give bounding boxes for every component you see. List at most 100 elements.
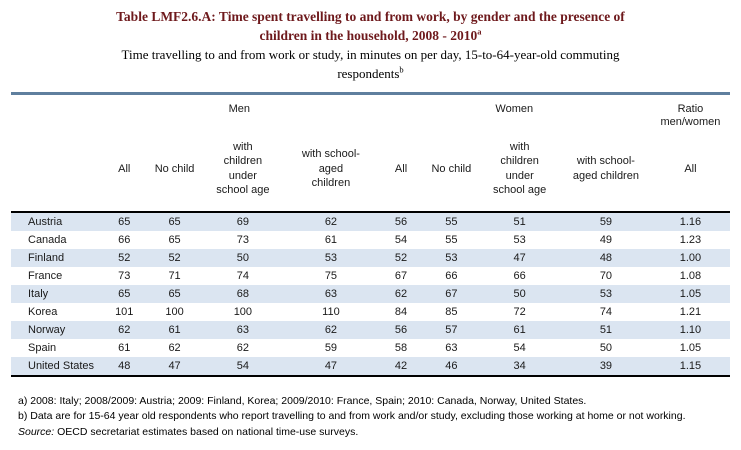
value-cell: 1.21 — [679, 305, 702, 318]
footnote-source: Source: OECD secretariat estimates based… — [18, 425, 731, 441]
value-cell: 1.08 — [679, 269, 702, 282]
value-cell: 65 — [168, 215, 181, 228]
women-school-aged-children-header: with school- aged children — [561, 132, 651, 213]
men-group-header: Men — [228, 102, 250, 115]
subtitle-footnote-marker: b — [399, 64, 404, 75]
footnotes: a) 2008: Italy; 2008/2009: Austria; 2009… — [18, 394, 731, 441]
value-cell: 1.05 — [679, 341, 702, 354]
table-title: Table LMF2.6.A: Time spent travelling to… — [0, 7, 741, 45]
value-cell: 50 — [513, 287, 526, 300]
table-row: France 73 71 74 75 67 66 66 70 1.08 — [11, 267, 730, 285]
table-body: Austria 65 65 69 62 56 55 51 59 1.16 Canada 66 65 73 6… — [11, 211, 730, 376]
ratio-all-header: All — [650, 132, 730, 213]
value-cell: 58 — [394, 341, 408, 354]
table-title-line2: children in the household, 2008 - 2010 — [259, 28, 478, 44]
value-cell: 50 — [599, 341, 613, 354]
country-column-header — [11, 93, 101, 213]
value-cell: 56 — [394, 323, 408, 336]
value-cell: 55 — [445, 215, 458, 228]
value-cell: 62 — [168, 341, 181, 354]
country-cell: Spain — [28, 341, 57, 354]
value-cell: 61 — [513, 323, 526, 336]
source-text: OECD secretariat estimates based on nati… — [54, 426, 359, 439]
group-header-row: Men Women Ratio men/women — [11, 93, 730, 213]
value-cell: 54 — [513, 341, 526, 354]
women-children-under-school-age-header: with children under school age — [478, 132, 561, 213]
value-cell: 62 — [394, 287, 408, 300]
table-row: Korea 101 100 100 110 84 85 72 74 1.21 — [11, 303, 730, 321]
table-row: Finland 52 52 50 53 52 53 47 48 1.00 — [11, 248, 730, 267]
value-cell: 1.15 — [679, 359, 702, 372]
table-subtitle: Time travelling to and from work or stud… — [0, 46, 741, 82]
value-cell: 62 — [118, 323, 131, 336]
value-cell: 48 — [599, 251, 613, 264]
table-title-line1: Table LMF2.6.A: Time spent travelling to… — [116, 9, 625, 24]
value-cell: 34 — [513, 359, 526, 372]
column-header-row: All No child with children under school … — [11, 132, 730, 213]
value-cell: 62 — [324, 215, 338, 228]
value-cell: 55 — [445, 233, 458, 246]
value-cell: 72 — [513, 305, 526, 318]
value-cell: 63 — [445, 341, 458, 354]
value-cell: 66 — [118, 233, 131, 246]
table-row: Austria 65 65 69 62 56 55 51 59 1.16 — [11, 211, 730, 231]
title-footnote-marker: a — [477, 26, 482, 37]
value-cell: 53 — [445, 251, 458, 264]
value-cell: 65 — [168, 287, 181, 300]
value-cell: 51 — [599, 323, 613, 336]
value-cell: 52 — [394, 251, 408, 264]
value-cell: 46 — [445, 359, 458, 372]
value-cell: 73 — [236, 233, 249, 246]
value-cell: 59 — [324, 341, 338, 354]
value-cell: 53 — [599, 287, 613, 300]
value-cell: 61 — [168, 323, 181, 336]
value-cell: 39 — [599, 359, 613, 372]
value-cell: 1.23 — [679, 233, 702, 246]
value-cell: 48 — [118, 359, 131, 372]
value-cell: 100 — [233, 305, 253, 318]
men-all-header: All — [100, 132, 148, 213]
value-cell: 74 — [236, 269, 249, 282]
value-cell: 53 — [324, 251, 338, 264]
value-cell: 47 — [324, 359, 338, 372]
value-cell: 110 — [322, 305, 340, 318]
value-cell: 52 — [168, 251, 181, 264]
ratio-group-header: Ratio men/women — [660, 102, 721, 129]
men-children-under-school-age-header: with children under school age — [201, 132, 285, 213]
country-cell: Canada — [28, 233, 67, 246]
value-cell: 47 — [168, 359, 181, 372]
value-cell: 65 — [168, 233, 181, 246]
value-cell: 1.00 — [679, 251, 702, 264]
value-cell: 67 — [445, 287, 458, 300]
country-cell: Korea — [28, 305, 58, 318]
value-cell: 54 — [236, 359, 249, 372]
value-cell: 66 — [445, 269, 458, 282]
footnote-b: b) Data are for 15-64 year old responden… — [18, 410, 686, 423]
table-row: Norway 62 61 63 62 56 57 61 51 1.10 — [11, 320, 730, 339]
value-cell: 62 — [324, 323, 338, 336]
table-row: Canada 66 65 73 61 54 55 53 49 1.23 — [11, 231, 730, 249]
value-cell: 52 — [118, 251, 131, 264]
table-subtitle-line1: Time travelling to and from work or stud… — [121, 47, 620, 63]
source-label: Source: — [18, 426, 55, 439]
value-cell: 47 — [513, 251, 526, 264]
value-cell: 84 — [394, 305, 408, 318]
value-cell: 75 — [324, 269, 338, 282]
country-cell: Norway — [28, 323, 66, 336]
value-cell: 63 — [324, 287, 338, 300]
country-cell: Austria — [28, 215, 63, 228]
value-cell: 62 — [236, 341, 249, 354]
value-cell: 53 — [513, 233, 526, 246]
value-cell: 85 — [445, 305, 458, 318]
value-cell: 65 — [118, 287, 131, 300]
men-no-child-header: No child — [147, 132, 202, 213]
value-cell: 100 — [165, 305, 184, 318]
footnote-a: a) 2008: Italy; 2008/2009: Austria; 2009… — [18, 394, 587, 407]
value-cell: 70 — [599, 269, 613, 282]
value-cell: 66 — [513, 269, 526, 282]
table-row: United States 48 47 54 47 42 46 34 39 1.15 — [11, 356, 730, 376]
value-cell: 59 — [599, 215, 613, 228]
table-row: Italy 65 65 68 63 62 67 50 53 1.05 — [11, 284, 730, 303]
value-cell: 51 — [513, 215, 526, 228]
